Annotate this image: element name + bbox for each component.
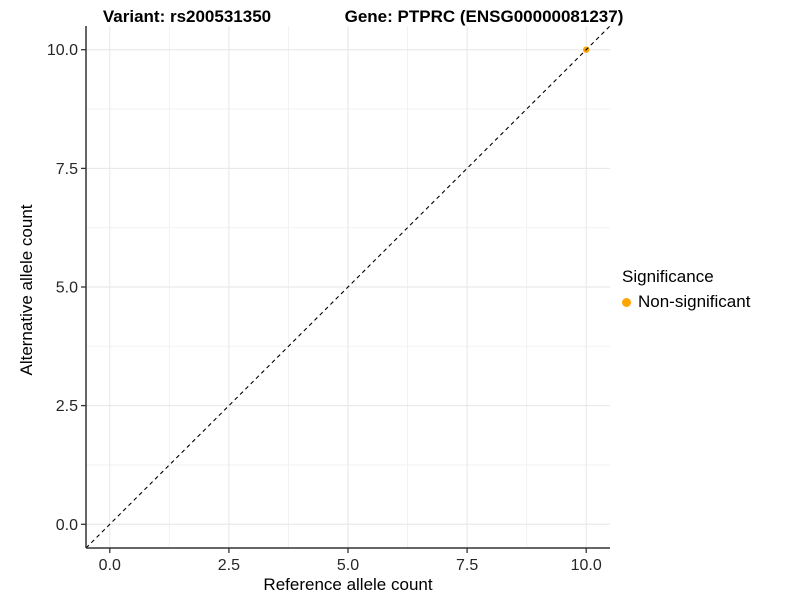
svg-text:5.0: 5.0	[56, 280, 78, 297]
plot-title-variant: Variant: rs200531350	[102, 7, 272, 26]
y-axis-label: Alternative allele count	[17, 204, 36, 376]
legend-point-icon	[622, 297, 631, 307]
gridlines-major	[86, 26, 610, 548]
svg-text:7.5: 7.5	[456, 557, 478, 574]
svg-text:7.5: 7.5	[56, 161, 78, 178]
svg-text:10.0: 10.0	[571, 557, 602, 574]
identity-line	[85, 25, 611, 549]
legend: Significance Non-significant	[622, 267, 750, 312]
x-tick-labels: 0.0 2.5 5.0 7.5 10.0	[99, 557, 602, 574]
y-tick-labels: 0.0 2.5 5.0 7.5 10.0	[47, 42, 78, 534]
tick-marks	[81, 49, 587, 553]
svg-text:0.0: 0.0	[56, 517, 78, 534]
x-axis-label: Reference allele count	[263, 575, 433, 594]
plot-title-gene: Gene: PTPRC (ENSG00000081237)	[344, 7, 624, 26]
svg-text:2.5: 2.5	[56, 398, 78, 415]
legend-item-non-significant: Non-significant	[622, 292, 750, 312]
svg-text:10.0: 10.0	[47, 42, 78, 59]
svg-text:5.0: 5.0	[337, 557, 359, 574]
svg-text:0.0: 0.0	[99, 557, 121, 574]
legend-title: Significance	[622, 267, 714, 286]
legend-item-label: Non-significant	[638, 292, 751, 311]
svg-text:2.5: 2.5	[218, 557, 240, 574]
